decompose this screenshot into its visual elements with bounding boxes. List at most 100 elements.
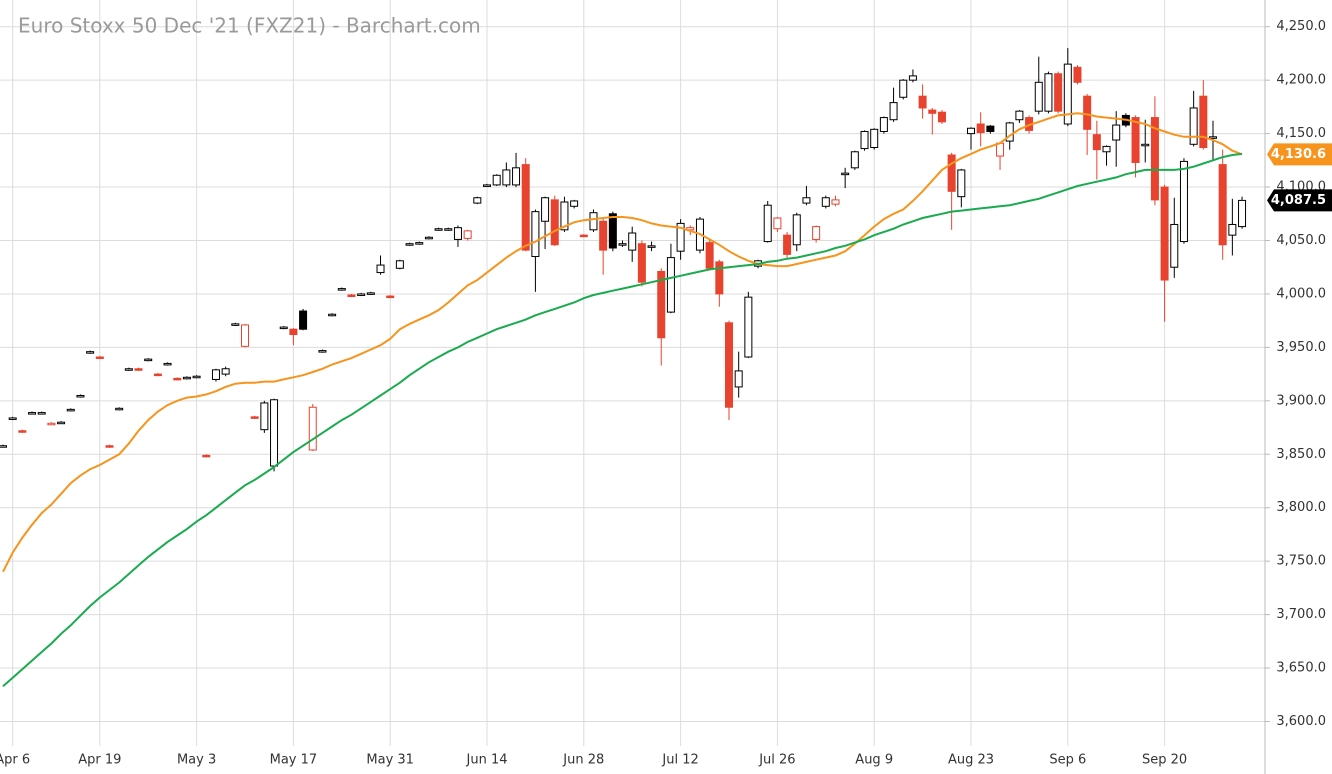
candle-body bbox=[502, 169, 511, 186]
candle-body bbox=[918, 95, 927, 109]
candle-body bbox=[967, 127, 975, 135]
candle-body bbox=[386, 295, 395, 299]
candle-body bbox=[134, 368, 143, 371]
moving-average-line bbox=[2, 112, 1243, 573]
candle-body bbox=[289, 328, 298, 336]
candle-body bbox=[521, 164, 530, 251]
candle-body bbox=[250, 416, 259, 419]
candle-body bbox=[996, 142, 1005, 157]
x-tick-label: Apr 19 bbox=[78, 753, 121, 768]
candle-body bbox=[589, 212, 598, 231]
y-tick-label: 3,700.0 bbox=[1276, 607, 1326, 622]
x-tick-label: Aug 9 bbox=[855, 753, 893, 768]
candle-body bbox=[366, 292, 375, 295]
candle-body bbox=[1170, 223, 1179, 268]
candle-body bbox=[512, 167, 521, 186]
candle-body bbox=[783, 234, 792, 255]
candle-body bbox=[1092, 134, 1101, 151]
grid bbox=[0, 0, 1265, 746]
candle-body bbox=[47, 422, 56, 426]
candle-body bbox=[473, 197, 482, 204]
candle-body bbox=[415, 242, 424, 245]
candle-body bbox=[211, 369, 220, 380]
y-tick-label: 3,750.0 bbox=[1276, 554, 1326, 569]
y-tick-label: 3,900.0 bbox=[1276, 393, 1326, 408]
candle-body bbox=[715, 261, 724, 295]
candle-body bbox=[1034, 81, 1043, 112]
candle-body bbox=[725, 322, 733, 408]
y-tick-label: 4,250.0 bbox=[1276, 19, 1326, 34]
candle-body bbox=[937, 111, 946, 123]
candle-body bbox=[666, 257, 675, 313]
x-tick-label: Jun 14 bbox=[466, 753, 508, 768]
candle-body bbox=[1063, 63, 1072, 125]
y-tick-label: 4,200.0 bbox=[1276, 73, 1326, 88]
candle-body bbox=[879, 117, 888, 132]
y-tick-label: 3,800.0 bbox=[1276, 500, 1326, 515]
candle-body bbox=[163, 362, 172, 366]
candle-body bbox=[928, 109, 937, 114]
candle-body bbox=[221, 368, 230, 375]
candle-body bbox=[192, 375, 201, 379]
candle-body bbox=[608, 213, 617, 249]
x-tick-label: Jul 26 bbox=[758, 753, 795, 768]
candle-body bbox=[231, 323, 240, 326]
candle-body bbox=[531, 211, 540, 258]
candle-body bbox=[202, 454, 211, 458]
candle-body bbox=[182, 376, 191, 380]
y-tick-label: 3,650.0 bbox=[1276, 661, 1326, 676]
price-badge-label: 4,130.6 bbox=[1271, 147, 1326, 162]
candle-body bbox=[637, 243, 646, 283]
candle-body bbox=[115, 407, 124, 411]
candle-body bbox=[444, 228, 453, 231]
candle-body bbox=[1150, 117, 1159, 201]
candle-body bbox=[618, 243, 627, 246]
candle-body bbox=[889, 102, 898, 121]
candle-body bbox=[95, 356, 104, 360]
candle-body bbox=[8, 417, 17, 420]
candle-body bbox=[1160, 186, 1169, 281]
candle-body bbox=[860, 130, 869, 150]
candle-body bbox=[550, 199, 559, 246]
candle-body bbox=[318, 350, 327, 353]
candle-body bbox=[763, 204, 772, 243]
candle-body bbox=[676, 222, 685, 252]
candle-body bbox=[241, 324, 249, 347]
candle-body bbox=[579, 234, 588, 238]
candle-body bbox=[1199, 95, 1208, 149]
candle-body bbox=[453, 227, 462, 240]
x-tick-label: May 31 bbox=[366, 753, 414, 768]
candle-body bbox=[86, 351, 95, 354]
candle-body bbox=[1218, 164, 1227, 246]
price-badge bbox=[1267, 189, 1332, 212]
candle-body bbox=[66, 408, 75, 412]
candle-body bbox=[1102, 145, 1111, 153]
candle-body bbox=[153, 373, 162, 377]
price-badge-label: 4,087.5 bbox=[1271, 193, 1326, 208]
candle-body bbox=[850, 151, 859, 169]
x-tick-label: May 17 bbox=[270, 753, 318, 768]
candle-body bbox=[908, 75, 917, 81]
candle-body bbox=[976, 123, 985, 134]
candle-body bbox=[986, 125, 995, 132]
x-tick-label: Aug 23 bbox=[948, 753, 994, 768]
candle-body bbox=[812, 226, 821, 240]
candle-body bbox=[1141, 143, 1150, 147]
x-tick-label: May 3 bbox=[177, 753, 216, 768]
candle-body bbox=[483, 184, 491, 187]
candle-body bbox=[705, 242, 714, 269]
y-tick-label: 3,600.0 bbox=[1276, 714, 1326, 729]
x-tick-label: Apr 6 bbox=[0, 753, 30, 768]
candle-body bbox=[328, 313, 337, 317]
candle-body bbox=[1083, 95, 1092, 130]
candle-body bbox=[1131, 117, 1140, 163]
candle-body bbox=[424, 236, 433, 240]
candle-body bbox=[1005, 122, 1014, 142]
candle-body bbox=[376, 264, 385, 274]
x-tick-label: Jul 12 bbox=[661, 753, 698, 768]
candle-body bbox=[628, 232, 637, 251]
candle-body bbox=[870, 128, 879, 149]
candle-body bbox=[173, 377, 182, 381]
